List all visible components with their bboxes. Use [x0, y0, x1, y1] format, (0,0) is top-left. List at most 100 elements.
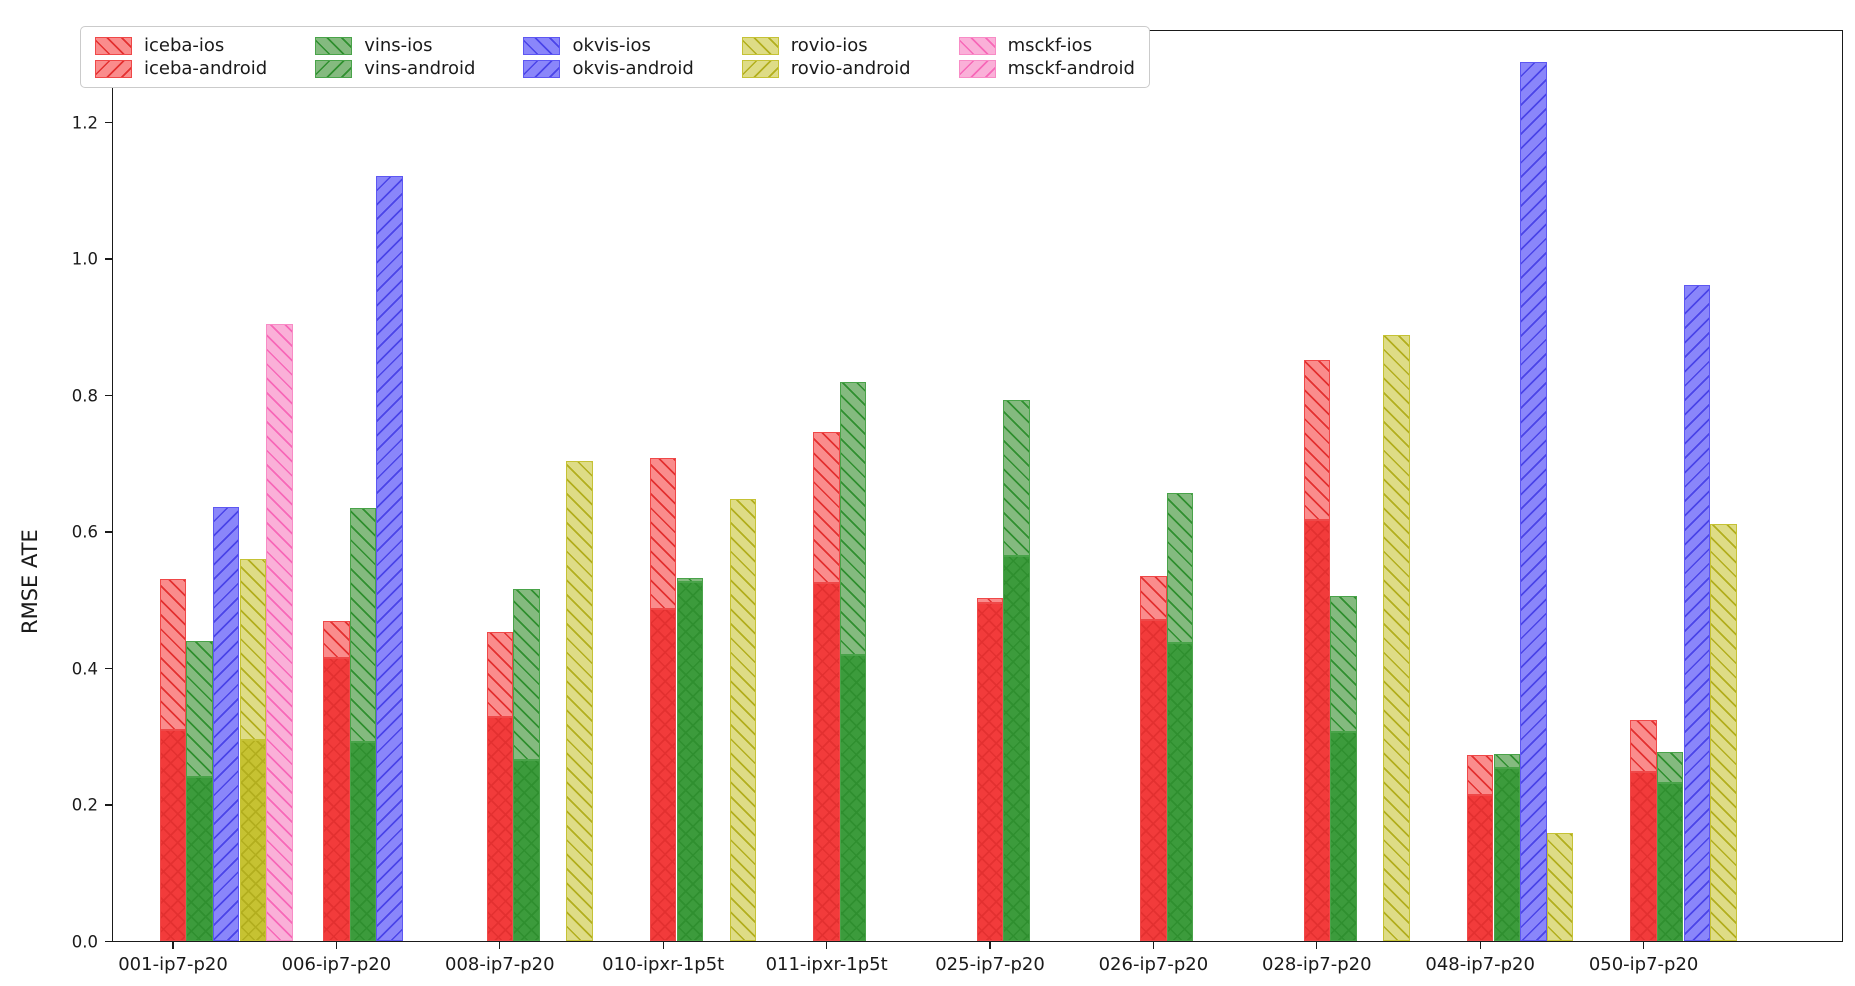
bar-rovio-ios-008-ip7-p20 [566, 461, 593, 942]
bar-iceba-android-028-ip7-p20 [1303, 520, 1331, 942]
legend-label: vins-android [364, 58, 476, 79]
bar-iceba-ios-001-ip7-p20 [159, 579, 187, 730]
bar-iceba-android-006-ip7-p20 [323, 658, 350, 942]
legend-item-okvis-ios: okvis-ios [523, 35, 693, 56]
bar-okvis-android-050-ip7-p20 [1683, 284, 1711, 942]
x-tick-mark [1642, 941, 1645, 949]
bar-rovio-ios-048-ip7-p20 [1546, 832, 1574, 942]
legend-swatch-iceba-ios-icon [95, 36, 132, 55]
bar-msckf-ios-001-ip7-p20 [266, 323, 293, 942]
bar-vins-android-010-ipxr-1p5t [676, 581, 704, 942]
x-tick-mark [662, 941, 664, 949]
legend-item-okvis-android: okvis-android [523, 58, 694, 79]
x-tick-mark [1152, 941, 1155, 949]
legend-item-msckf-ios: msckf-ios [958, 35, 1135, 56]
legend-item-vins-android: vins-android [315, 58, 475, 79]
x-tick-label-006-ip7-p20: 006-ip7-p20 [281, 953, 392, 975]
x-tick-mark [172, 941, 174, 949]
legend-label: iceba-android [144, 58, 268, 79]
legend-swatch-msckf-android-icon [958, 59, 996, 78]
bar-rovio-ios-050-ip7-p20 [1710, 524, 1737, 942]
bar-iceba-ios-010-ipxr-1p5t [649, 458, 677, 610]
y-tick-label: 1.0 [71, 249, 98, 269]
y-tick-mark [105, 531, 112, 533]
legend-item-iceba-android: iceba-android [95, 58, 267, 79]
bar-okvis-android-001-ip7-p20 [212, 507, 240, 942]
bar-vins-ios-001-ip7-p20 [186, 641, 213, 777]
legend-item-rovio-android: rovio-android [741, 58, 911, 79]
x-tick-mark [989, 941, 991, 949]
bar-rovio-ios-028-ip7-p20 [1383, 335, 1410, 942]
x-tick-label-048-ip7-p20: 048-ip7-p20 [1425, 953, 1535, 975]
bar-vins-ios-026-ip7-p20 [1166, 493, 1194, 643]
y-tick-label: 0.2 [71, 795, 98, 815]
bar-vins-android-006-ip7-p20 [349, 742, 377, 942]
legend: iceba-ios iceba-android vins-ios vins-andro… [80, 26, 1150, 88]
x-tick-mark [1479, 941, 1481, 949]
legend-label: iceba-ios [144, 35, 225, 56]
bar-iceba-ios-006-ip7-p20 [323, 620, 350, 659]
x-tick-label-011-ipxr-1p5t: 011-ipxr-1p5t [765, 953, 888, 975]
legend-label: rovio-ios [790, 35, 868, 56]
legend-item-rovio-ios: rovio-ios [741, 35, 911, 56]
bar-vins-ios-010-ipxr-1p5t [676, 577, 704, 582]
bar-rovio-ios-010-ipxr-1p5t [729, 499, 757, 942]
legend-swatch-vins-android-icon [315, 59, 353, 78]
bar-vins-ios-028-ip7-p20 [1330, 596, 1357, 732]
legend-swatch-vins-ios-icon [315, 36, 353, 55]
legend-item-msckf-android: msckf-android [958, 58, 1135, 79]
bar-okvis-android-048-ip7-p20 [1520, 61, 1547, 942]
legend-swatch-iceba-android-icon [95, 59, 132, 78]
bar-iceba-ios-026-ip7-p20 [1140, 576, 1167, 621]
y-tick-mark [105, 940, 112, 943]
bar-iceba-android-050-ip7-p20 [1630, 771, 1657, 942]
x-tick-label-050-ip7-p20: 050-ip7-p20 [1588, 953, 1699, 975]
legend-swatch-rovio-android-icon [741, 59, 779, 78]
y-tick-mark [105, 804, 112, 806]
bar-iceba-android-001-ip7-p20 [159, 729, 187, 942]
x-tick-mark [1316, 941, 1318, 949]
x-tick-mark [499, 941, 501, 949]
bar-iceba-android-010-ipxr-1p5t [649, 609, 677, 942]
legend-label: msckf-android [1007, 58, 1135, 79]
bar-vins-android-050-ip7-p20 [1656, 783, 1684, 942]
bar-iceba-android-048-ip7-p20 [1466, 794, 1494, 942]
legend-swatch-okvis-ios-icon [523, 36, 561, 55]
bar-iceba-ios-050-ip7-p20 [1630, 719, 1657, 772]
bar-iceba-android-025-ip7-p20 [976, 602, 1004, 942]
bar-iceba-ios-048-ip7-p20 [1466, 755, 1494, 795]
y-tick-label: 1.2 [71, 113, 98, 132]
y-tick-label: 0.6 [71, 522, 98, 542]
bar-iceba-android-008-ip7-p20 [486, 716, 514, 942]
legend-label: okvis-ios [572, 35, 651, 56]
legend-swatch-msckf-ios-icon [958, 36, 996, 55]
x-tick-mark [825, 941, 828, 949]
bar-vins-android-025-ip7-p20 [1003, 555, 1030, 942]
bar-vins-ios-006-ip7-p20 [349, 508, 377, 743]
x-tick-label-026-ip7-p20: 026-ip7-p20 [1098, 953, 1209, 975]
bar-rovio-ios-001-ip7-p20 [239, 559, 267, 741]
bar-vins-ios-025-ip7-p20 [1003, 400, 1030, 556]
bar-iceba-ios-011-ipxr-1p5t [813, 431, 840, 583]
x-tick-mark [335, 941, 338, 949]
bar-vins-android-026-ip7-p20 [1166, 642, 1194, 942]
bar-vins-android-028-ip7-p20 [1330, 731, 1357, 942]
y-tick-mark [105, 394, 112, 397]
x-tick-label-008-ip7-p20: 008-ip7-p20 [445, 953, 555, 975]
y-tick-label: 0.4 [71, 659, 98, 678]
bar-iceba-ios-025-ip7-p20 [976, 597, 1004, 603]
x-tick-label-001-ip7-p20: 001-ip7-p20 [118, 953, 228, 975]
y-tick-mark [105, 121, 112, 124]
x-tick-label-010-ipxr-1p5t: 010-ipxr-1p5t [602, 953, 725, 975]
legend-label: msckf-ios [1007, 35, 1093, 56]
x-tick-label-025-ip7-p20: 025-ip7-p20 [935, 953, 1045, 975]
bar-iceba-android-026-ip7-p20 [1140, 620, 1167, 942]
legend-item-vins-ios: vins-ios [315, 35, 475, 56]
bar-okvis-android-006-ip7-p20 [376, 175, 403, 942]
bar-vins-android-008-ip7-p20 [513, 759, 540, 942]
y-axis-title: RMSE ATE [18, 529, 42, 635]
bar-iceba-android-011-ipxr-1p5t [813, 582, 840, 942]
bar-iceba-ios-008-ip7-p20 [486, 631, 514, 717]
legend-swatch-okvis-android-icon [523, 59, 561, 78]
